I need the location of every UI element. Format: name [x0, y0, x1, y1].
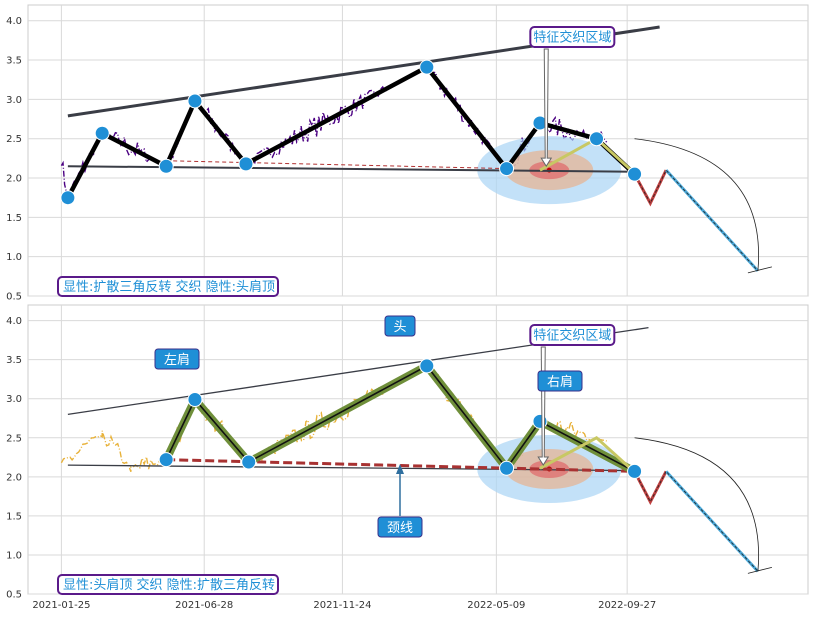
label-right-shoulder-text: 右肩	[547, 374, 573, 390]
dashed-neckline	[166, 160, 507, 170]
label-right-shoulder: 右肩	[537, 370, 583, 392]
x-tick-label: 2022-09-27	[598, 600, 656, 611]
pattern-point	[419, 358, 435, 374]
y-tick-label: 1.5	[6, 213, 22, 224]
pattern-point	[94, 125, 110, 141]
pattern-point	[187, 392, 203, 408]
pattern-point	[60, 190, 76, 206]
caption-border	[57, 276, 279, 297]
label-left-shoulder: 左肩	[154, 348, 200, 370]
y-tick-label: 4.0	[6, 316, 22, 327]
feature-arrow	[537, 346, 550, 466]
pattern-point	[187, 93, 203, 109]
x-tick-label: 2022-05-09	[467, 600, 525, 611]
caption-text: 显性:头肩顶 交织 隐性:扩散三角反转	[63, 577, 275, 593]
projection-dashed	[634, 470, 759, 572]
y-tick-label: 3.5	[6, 56, 22, 67]
pattern-point	[627, 166, 643, 182]
pattern-point	[627, 463, 643, 479]
pattern-point	[419, 59, 435, 75]
pattern-line	[65, 64, 637, 199]
label-neckline-bg	[377, 516, 423, 538]
y-tick-label: 0.5	[6, 292, 22, 303]
pattern-point	[158, 452, 174, 468]
label-head-bg	[384, 315, 416, 337]
neckline-arrow-head	[396, 464, 404, 474]
label-neckline: 颈线	[377, 516, 423, 538]
pattern-point	[238, 156, 254, 172]
label-right-shoulder-bg	[537, 370, 583, 392]
label-left-shoulder-text: 左肩	[164, 352, 190, 368]
y-tick-label: 3.0	[6, 394, 22, 405]
plot-area	[27, 304, 809, 595]
label-left-shoulder-bg	[154, 348, 200, 370]
x-tick-label: 2021-01-25	[32, 600, 90, 611]
label-head-text: 头	[393, 320, 406, 335]
projection-end-bar	[747, 566, 773, 574]
caption-box: 显性:扩散三角反转 交织 隐性:头肩顶	[57, 276, 279, 297]
pattern-point	[499, 460, 515, 476]
label-head: 头	[384, 315, 416, 337]
feature-arrow	[540, 48, 553, 168]
feature-label-text: 特征交织区域	[533, 328, 611, 344]
y-tick-label: 3.0	[6, 95, 22, 106]
y-tick-label: 1.0	[6, 252, 22, 263]
x-tick-label: 2021-06-28	[175, 600, 233, 611]
projection-end-bar	[747, 266, 773, 274]
y-tick-label: 4.0	[6, 16, 22, 27]
y-tick-label: 2.5	[6, 433, 22, 444]
pattern-point	[499, 161, 515, 177]
right-shoulder-triangle	[539, 435, 636, 474]
y-tick-label: 1.5	[6, 511, 22, 522]
caption-box: 显性:头肩顶 交织 隐性:扩散三角反转	[57, 574, 279, 595]
y-tick-label: 2.0	[6, 472, 22, 483]
projection-dashed	[634, 169, 759, 272]
y-tick-label: 0.5	[6, 590, 22, 601]
feature-label-border	[529, 324, 616, 346]
x-tick-label: 2021-11-24	[313, 600, 371, 611]
caption-border	[57, 574, 279, 595]
plot-area	[27, 4, 809, 297]
pattern-point	[241, 454, 257, 470]
feature-label-text: 特征交织区域	[533, 30, 611, 46]
x-axis: 2021-01-25 2021-06-28 2021-11-24 2022-05-09…	[32, 600, 656, 611]
feature-label-box: 特征交织区域	[529, 324, 616, 346]
y-tick-label: 3.5	[6, 355, 22, 366]
projection-arc	[634, 138, 760, 271]
pattern-point	[589, 131, 605, 147]
caption-text: 显性:扩散三角反转 交织 隐性:头肩顶	[63, 279, 275, 295]
feature-label-border	[529, 26, 616, 48]
pattern-point	[158, 158, 174, 174]
price-series	[60, 65, 608, 200]
y-tick-label: 2.0	[6, 174, 22, 185]
panel-top: 0.5 1.0 1.5 2.0 2.5 3.0 3.5 4.0 特征交织区域显性:扩散三角反转 …	[6, 4, 809, 303]
y-tick-label: 1.0	[6, 550, 22, 561]
label-neckline-text: 颈线	[387, 521, 413, 536]
projection-arc	[634, 437, 760, 572]
y-tick-label: 2.5	[6, 134, 22, 145]
feature-label-box: 特征交织区域	[529, 26, 616, 48]
